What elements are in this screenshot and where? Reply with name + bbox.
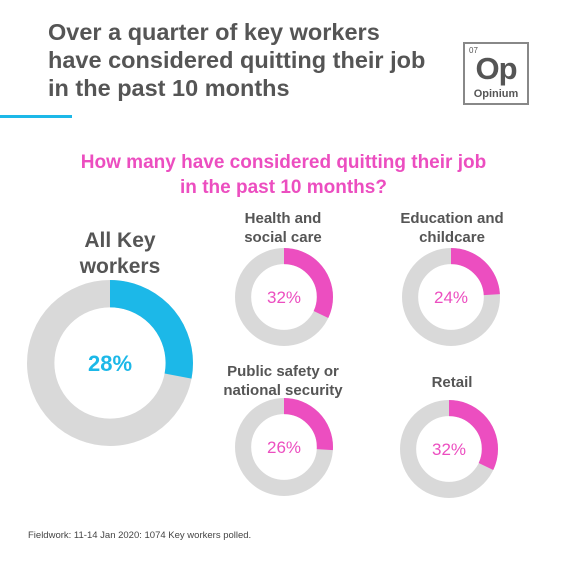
segment-label-health: Health and social care (198, 209, 368, 247)
opinium-logo: 07 Op Opinium (463, 42, 529, 105)
logo-mark: Op (475, 51, 517, 86)
headline-line: have considered quitting their job (48, 47, 426, 73)
segment-donut-health: 32% (234, 247, 334, 347)
segment-label-retail: Retail (367, 373, 537, 392)
segment-label-line: Retail (431, 374, 473, 391)
segment-label-line: Public safety or (227, 363, 339, 380)
segment-label-line: childcare (419, 229, 485, 246)
segment-label-public-safety: Public safety or national security (198, 362, 368, 400)
segment-label-line: national security (223, 382, 343, 399)
accent-rule (0, 115, 72, 118)
main-donut-label-line: workers (79, 255, 161, 278)
logo-number: 07 (469, 46, 478, 55)
donut-public-safety-value-label: 26% (267, 438, 301, 457)
main-donut-value-segment (26, 279, 194, 447)
chart-question-line: in the past 10 months? (180, 177, 387, 198)
headline-line: in the past 10 months (48, 75, 290, 101)
main-donut-label-line: All Key (84, 229, 156, 252)
donut-retail-value-label: 32% (432, 440, 466, 459)
logo-name: Opinium (473, 88, 519, 100)
main-donut-value-label: 28% (88, 351, 132, 376)
donut-education-value-segment (401, 247, 501, 347)
segment-donut-public-safety: 26% (234, 397, 334, 497)
segment-label-line: Health and (244, 210, 322, 227)
footnote: Fieldwork: 11-14 Jan 2020: 1074 Key work… (28, 530, 252, 541)
chart-question: How many have considered quitting their … (20, 150, 547, 200)
segment-donut-education: 24% (401, 247, 501, 347)
segment-label-education: Education and childcare (367, 209, 537, 247)
donut-health-value-segment (234, 247, 334, 347)
headline-line: Over a quarter of key workers (48, 19, 380, 45)
donut-health-value-label: 32% (267, 288, 301, 307)
donut-public-safety-value-segment (234, 397, 334, 497)
segment-label-line: social care (244, 229, 322, 246)
main-donut-label: All Key workers (40, 228, 200, 280)
chart-question-line: How many have considered quitting their … (80, 152, 487, 173)
main-donut-chart: 28% (26, 279, 194, 447)
donut-retail-value-segment (399, 399, 499, 499)
segment-donut-retail: 32% (399, 399, 499, 499)
headline: Over a quarter of key workers have consi… (48, 18, 448, 102)
segment-label-line: Education and (400, 210, 504, 227)
donut-education-value-label: 24% (434, 288, 468, 307)
